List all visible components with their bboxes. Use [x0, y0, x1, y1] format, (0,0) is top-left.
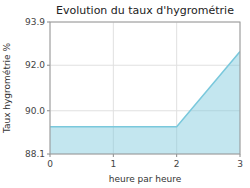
- plot-frame: [50, 22, 240, 154]
- title: Evolution du taux d'hygrométrie: [56, 4, 234, 17]
- tick-label: 0: [47, 159, 53, 169]
- tick-label: 1: [110, 159, 116, 169]
- x-axis-label: heure par heure: [109, 174, 182, 184]
- tick-label: 90.0: [25, 106, 45, 116]
- grid-line: [50, 65, 240, 66]
- tick-label: 93.9: [25, 17, 45, 27]
- line: [50, 52, 240, 127]
- tick-label: 2: [174, 159, 180, 169]
- area: [50, 52, 240, 154]
- chart: 88.1 90.0 92.0 93.9 0 1 2 3 Evolution du taux d'…: [0, 0, 250, 188]
- tick-label: 88.1: [25, 149, 45, 159]
- ticks: 88.1 90.0 92.0 93.9 0 1 2 3: [25, 17, 243, 169]
- tick-label: 3: [237, 159, 243, 169]
- grid: [50, 22, 240, 154]
- plot-area: [50, 52, 240, 154]
- tick-label: 92.0: [25, 60, 45, 70]
- y-axis-label: Taux hygrométrie %: [2, 42, 12, 134]
